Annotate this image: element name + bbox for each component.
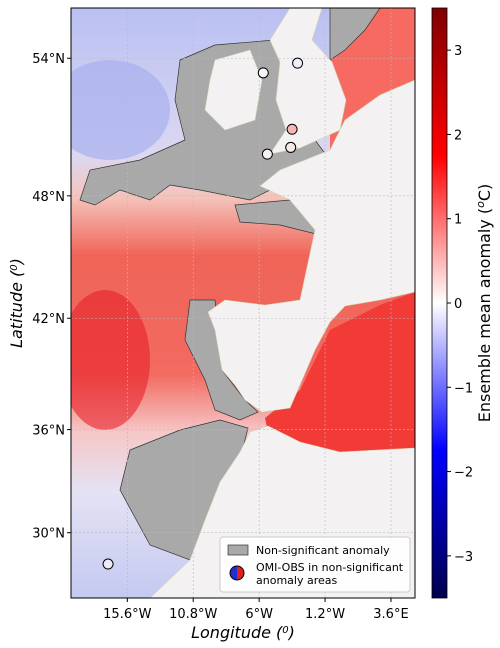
x-tick-label: 3.6°E (373, 607, 408, 622)
y-tick-label: 54°N (32, 52, 65, 67)
legend-label: OMI-OBS in non-significant (256, 561, 404, 574)
label-part: ) (7, 258, 26, 265)
legend-label: Non-significant anomaly (256, 544, 390, 557)
y-tick-label: 30°N (32, 527, 65, 542)
observations (102, 57, 304, 570)
ticks: 15.6°W 10.8°W 6°W 1.2°W 3.6°E 30°N 36°N 42°N 48°… (32, 52, 408, 622)
land-europe (207, 79, 415, 413)
x-tick-label: 6°W (245, 607, 273, 622)
legend-box (219, 536, 411, 593)
axes-frame (70, 7, 416, 599)
legend: Non-significant anomaly OMI-OBS in non-si… (256, 544, 404, 587)
colorbar-tick-label: −2 (454, 466, 473, 481)
map-area (71, 8, 415, 598)
label-part: ) (288, 623, 295, 642)
colorbar-tick-label: −1 (454, 381, 473, 396)
legend-swatch (227, 544, 249, 556)
observation-marker (261, 148, 273, 160)
colorbar-tick-label: 0 (454, 297, 462, 312)
label-part: Longitude ( (191, 623, 283, 642)
label-part: o (474, 201, 487, 208)
label-part: Latitude ( (7, 270, 26, 348)
land-ireland (204, 49, 263, 131)
x-axis-label: Longitude (0) (191, 623, 295, 642)
observation-marker (257, 67, 269, 79)
legend-marker (229, 565, 245, 581)
observation-marker (285, 141, 297, 153)
land-great-britain (269, 8, 347, 155)
cold-patch (71, 60, 170, 160)
label-part: Ensemble mean anomaly ( (475, 208, 494, 422)
observation-marker (286, 123, 298, 135)
mediterranean (265, 292, 415, 452)
legend-label: anomaly areas (256, 574, 337, 587)
colorbar-tick-label: −3 (454, 550, 473, 565)
y-axis-label: Latitude (0) (7, 258, 26, 348)
colorbar (431, 7, 448, 599)
y-tick-label: 48°N (32, 190, 65, 205)
grid (71, 8, 415, 598)
observation-marker (102, 558, 114, 570)
x-tick-label: 15.6°W (103, 607, 151, 622)
label-part: 0 (9, 264, 20, 270)
non-significant-area (329, 8, 381, 61)
colorbar-tick-label: 3 (454, 44, 462, 59)
colorbar-tick-label: 1 (454, 213, 462, 228)
y-tick-label: 42°N (32, 312, 65, 327)
label-part: C) (475, 184, 494, 201)
colorbar-label: Ensemble mean anomaly (oC) (474, 184, 495, 423)
colorbar-tick-label: 2 (454, 128, 462, 143)
warm-patch (71, 290, 150, 430)
observation-marker (292, 57, 304, 69)
x-tick-label: 10.8°W (169, 607, 217, 622)
y-tick-label: 36°N (32, 424, 65, 439)
x-tick-label: 1.2°W (305, 607, 345, 622)
label-part: 0 (282, 625, 288, 636)
colorbar-ticks: −3 −2 −1 0 1 2 3 (447, 44, 473, 565)
